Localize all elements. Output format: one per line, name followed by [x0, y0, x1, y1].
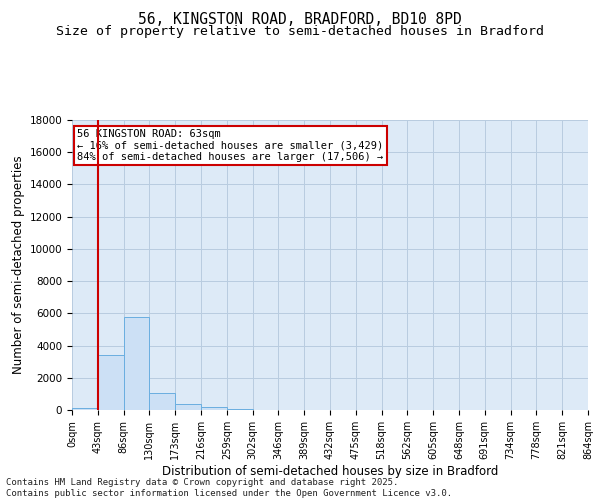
Bar [201, 407, 227, 410]
Bar [98, 355, 124, 410]
Text: Contains HM Land Registry data © Crown copyright and database right 2025.
Contai: Contains HM Land Registry data © Crown c… [6, 478, 452, 498]
Text: Size of property relative to semi-detached houses in Bradford: Size of property relative to semi-detach… [56, 25, 544, 38]
Bar [227, 408, 253, 410]
Bar [175, 404, 201, 410]
Bar [124, 316, 149, 410]
Text: 56 KINGSTON ROAD: 63sqm
← 16% of semi-detached houses are smaller (3,429)
84% of: 56 KINGSTON ROAD: 63sqm ← 16% of semi-de… [77, 128, 383, 162]
Y-axis label: Number of semi-detached properties: Number of semi-detached properties [13, 156, 25, 374]
X-axis label: Distribution of semi-detached houses by size in Bradford: Distribution of semi-detached houses by … [162, 464, 498, 477]
Text: 56, KINGSTON ROAD, BRADFORD, BD10 8PD: 56, KINGSTON ROAD, BRADFORD, BD10 8PD [138, 12, 462, 28]
Bar [72, 408, 98, 410]
Bar [149, 393, 175, 410]
